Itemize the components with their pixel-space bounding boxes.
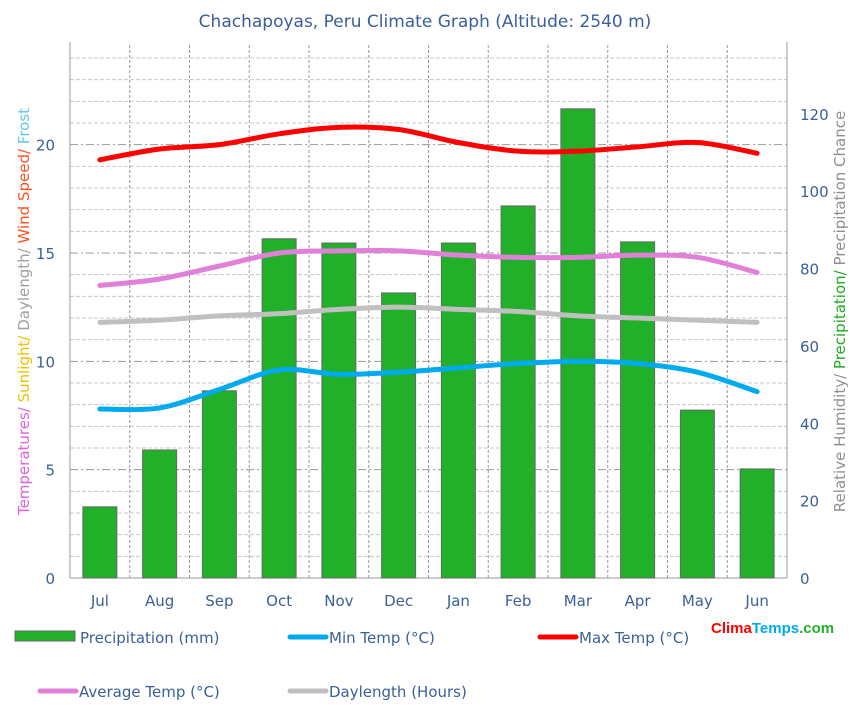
x-tick-label: Jun bbox=[744, 592, 768, 610]
precipitation-bar bbox=[560, 108, 596, 579]
left-tick-label: 15 bbox=[36, 245, 55, 263]
right-tick-label: 0 bbox=[800, 570, 810, 588]
axis-label-part: Relative Humidity/ bbox=[831, 369, 849, 512]
x-tick-label: Sep bbox=[205, 592, 233, 610]
x-tick-label: Nov bbox=[324, 592, 353, 610]
left-tick-label: 5 bbox=[45, 462, 55, 480]
legend-label: Precipitation (mm) bbox=[80, 629, 219, 647]
x-tick-label: Dec bbox=[384, 592, 413, 610]
axis-label-part: Precipitation/ bbox=[831, 266, 849, 370]
x-tick-label: Feb bbox=[505, 592, 532, 610]
left-axis-label: Temperatures/ Sunlight/ Daylength/ Wind … bbox=[15, 108, 33, 516]
precipitation-bar bbox=[82, 506, 118, 579]
axis-label-part: Wind Speed/ bbox=[15, 144, 33, 243]
axis-label-part: Temperatures/ bbox=[15, 402, 33, 516]
x-tick-label: Apr bbox=[625, 592, 652, 610]
right-tick-label: 60 bbox=[800, 338, 819, 356]
series-line-min bbox=[97, 358, 760, 413]
legend-label: Min Temp (°C) bbox=[329, 629, 435, 647]
precipitation-bar bbox=[739, 468, 775, 579]
right-axis-label: Relative Humidity/ Precipitation/ Precip… bbox=[831, 111, 849, 512]
precipitation-bar bbox=[321, 242, 357, 579]
logo-part: Temps bbox=[751, 620, 800, 637]
x-tick-label: Jul bbox=[90, 592, 109, 610]
x-tick-label: May bbox=[682, 592, 713, 610]
left-tick-label: 10 bbox=[36, 353, 55, 371]
right-tick-label: 120 bbox=[800, 106, 829, 124]
axis-label-part: Daylength/ bbox=[15, 244, 33, 331]
precipitation-bar bbox=[142, 449, 178, 579]
logo-part: Clima bbox=[711, 620, 752, 637]
x-tick-label: Mar bbox=[564, 592, 593, 610]
axis-label-part: Frost bbox=[15, 108, 33, 144]
right-tick-label: 100 bbox=[800, 183, 829, 201]
climatemps-logo[interactable]: ClimaTemps.com bbox=[711, 620, 834, 637]
legend-label: Average Temp (°C) bbox=[79, 683, 220, 701]
axis-label-part: Sunlight/ bbox=[15, 331, 33, 403]
logo-part: .com bbox=[799, 620, 835, 637]
left-tick-label: 20 bbox=[36, 137, 55, 155]
precipitation-bar bbox=[620, 241, 656, 579]
chart-title: Chachapoyas, Peru Climate Graph (Altitud… bbox=[199, 12, 652, 32]
series-line-max bbox=[97, 124, 760, 163]
x-tick-label: Oct bbox=[266, 592, 292, 610]
legend-swatch bbox=[14, 630, 76, 642]
right-tick-label: 20 bbox=[800, 493, 819, 511]
left-tick-label: 0 bbox=[45, 570, 55, 588]
x-tick-label: Aug bbox=[145, 592, 174, 610]
x-tick-label: Jan bbox=[446, 592, 470, 610]
series-line-average bbox=[97, 247, 760, 288]
series-line-daylength bbox=[97, 304, 760, 325]
precipitation-bar bbox=[261, 238, 297, 579]
precipitation-bar bbox=[201, 390, 237, 579]
axis-label-part: Precipitation Chance bbox=[831, 111, 849, 266]
legend-label: Daylength (Hours) bbox=[329, 683, 467, 701]
right-tick-label: 80 bbox=[800, 261, 819, 279]
precipitation-bar bbox=[500, 205, 536, 579]
precipitation-bar bbox=[440, 242, 476, 579]
legend-label: Max Temp (°C) bbox=[579, 629, 689, 647]
right-tick-label: 40 bbox=[800, 415, 819, 433]
precipitation-bar bbox=[381, 292, 417, 579]
precipitation-bar bbox=[679, 409, 715, 579]
